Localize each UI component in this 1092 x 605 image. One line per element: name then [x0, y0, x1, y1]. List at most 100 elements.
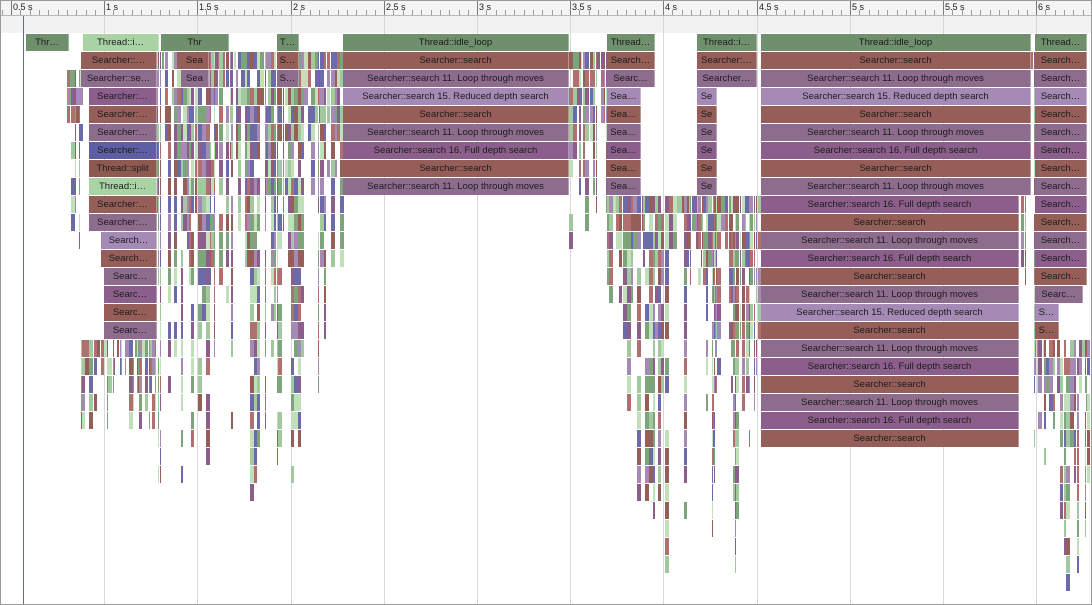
call-fragment[interactable] [191, 106, 194, 123]
call-fragment[interactable] [637, 268, 641, 285]
call-block-search[interactable]: Search… [101, 250, 157, 267]
call-fragment[interactable] [137, 376, 138, 393]
call-block-loop[interactable]: Searc… [104, 322, 157, 339]
call-fragment[interactable] [712, 214, 713, 231]
call-fragment[interactable] [627, 340, 631, 357]
call-fragment[interactable] [158, 376, 159, 393]
call-fragment[interactable] [129, 376, 133, 393]
call-fragment[interactable] [689, 196, 690, 213]
call-fragment[interactable] [298, 358, 301, 375]
call-fragment[interactable] [250, 106, 254, 123]
call-fragment[interactable] [294, 322, 298, 339]
call-fragment[interactable] [79, 214, 80, 231]
call-fragment[interactable] [716, 214, 717, 231]
call-fragment[interactable] [160, 124, 161, 141]
call-fragment[interactable] [337, 106, 340, 123]
call-fragment[interactable] [160, 106, 161, 123]
call-fragment[interactable] [174, 322, 177, 339]
call-fragment[interactable] [713, 376, 714, 393]
call-fragment[interactable] [250, 268, 254, 285]
call-fragment[interactable] [623, 232, 627, 249]
call-fragment[interactable] [260, 52, 264, 69]
call-fragment[interactable] [733, 322, 735, 339]
call-fragment[interactable] [715, 286, 716, 303]
call-block-reduced[interactable]: Searcher::search 15. Reduced depth searc… [343, 88, 569, 105]
call-fragment[interactable] [749, 268, 750, 285]
call-fragment[interactable] [736, 250, 739, 267]
call-fragment[interactable] [1077, 466, 1079, 483]
call-fragment[interactable] [1066, 358, 1070, 375]
call-fragment[interactable] [202, 178, 206, 195]
call-fragment[interactable] [684, 376, 687, 393]
call-fragment[interactable] [331, 124, 335, 141]
call-fragment[interactable] [265, 106, 266, 123]
call-fragment[interactable] [665, 250, 669, 267]
call-fragment[interactable] [1037, 358, 1038, 375]
call-fragment[interactable] [247, 88, 250, 105]
call-fragment[interactable] [1064, 484, 1066, 501]
call-fragment[interactable] [157, 124, 158, 141]
call-fragment[interactable] [206, 178, 210, 195]
call-fragment[interactable] [206, 286, 210, 303]
call-fragment[interactable] [202, 250, 206, 267]
call-fragment[interactable] [152, 412, 155, 429]
call-block-search[interactable]: Search… [1035, 268, 1087, 285]
call-fragment[interactable] [158, 52, 159, 69]
call-fragment[interactable] [658, 430, 661, 447]
call-fragment[interactable] [198, 358, 202, 375]
call-fragment[interactable] [75, 70, 76, 87]
call-fragment[interactable] [277, 160, 278, 177]
call-fragment[interactable] [579, 52, 581, 69]
call-fragment[interactable] [160, 322, 161, 339]
call-fragment[interactable] [168, 214, 171, 231]
call-fragment[interactable] [195, 160, 197, 177]
call-fragment[interactable] [740, 196, 741, 213]
call-fragment[interactable] [152, 340, 155, 357]
call-fragment[interactable] [749, 286, 750, 303]
call-fragment[interactable] [1053, 394, 1055, 411]
call-fragment[interactable] [206, 196, 210, 213]
call-fragment[interactable] [139, 412, 142, 429]
call-fragment[interactable] [623, 322, 627, 339]
call-block-thread[interactable]: Thread… [607, 34, 655, 51]
call-fragment[interactable] [277, 340, 278, 357]
call-fragment[interactable] [335, 88, 337, 105]
call-fragment[interactable] [187, 142, 189, 159]
call-fragment[interactable] [645, 268, 649, 285]
call-fragment[interactable] [301, 124, 304, 141]
call-fragment[interactable] [703, 196, 706, 213]
call-fragment[interactable] [191, 124, 194, 141]
call-fragment[interactable] [736, 304, 739, 321]
call-fragment[interactable] [1034, 430, 1035, 447]
call-fragment[interactable] [210, 52, 211, 69]
call-fragment[interactable] [746, 196, 749, 213]
call-fragment[interactable] [623, 250, 627, 267]
call-fragment[interactable] [1053, 412, 1055, 429]
call-fragment[interactable] [288, 214, 291, 231]
call-fragment[interactable] [198, 196, 202, 213]
call-fragment[interactable] [311, 160, 315, 177]
call-fragment[interactable] [168, 340, 171, 357]
call-fragment[interactable] [211, 160, 214, 177]
call-fragment[interactable] [320, 106, 324, 123]
call-fragment[interactable] [183, 142, 187, 159]
call-fragment[interactable] [593, 142, 595, 159]
call-fragment[interactable] [754, 268, 755, 285]
call-fragment[interactable] [653, 448, 655, 465]
call-fragment[interactable] [271, 304, 274, 321]
call-fragment[interactable] [340, 214, 344, 231]
call-fragment[interactable] [318, 178, 319, 195]
call-fragment[interactable] [294, 304, 298, 321]
call-fragment[interactable] [277, 88, 278, 105]
call-fragment[interactable] [277, 232, 278, 249]
call-fragment[interactable] [590, 88, 593, 105]
call-fragment[interactable] [665, 556, 669, 573]
call-fragment[interactable] [609, 250, 613, 267]
call-fragment[interactable] [271, 250, 274, 267]
call-block-search[interactable]: Searcher::search [343, 160, 569, 177]
call-fragment[interactable] [210, 268, 211, 285]
call-fragment[interactable] [740, 304, 741, 321]
call-fragment[interactable] [649, 448, 653, 465]
call-fragment[interactable] [758, 304, 762, 321]
call-fragment[interactable] [183, 160, 187, 177]
